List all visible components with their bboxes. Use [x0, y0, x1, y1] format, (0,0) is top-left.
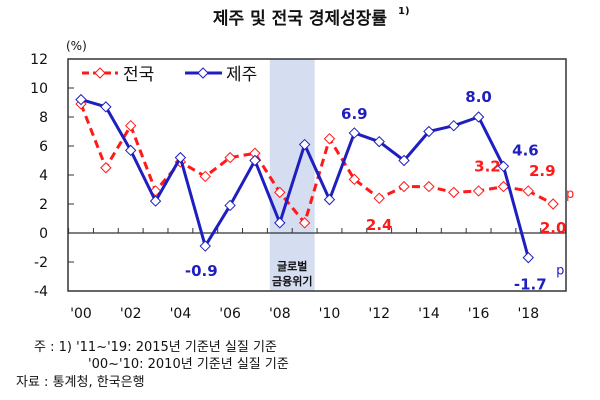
data-point-national	[522, 185, 535, 197]
crisis-label-line2: 금융위기	[272, 274, 312, 288]
data-point-jeju	[522, 251, 535, 264]
data-point-jeju	[199, 240, 211, 252]
x-tick-label: '02	[120, 306, 142, 322]
data-point-national	[224, 151, 236, 164]
data-point-national	[448, 186, 460, 199]
data-label: p	[566, 187, 574, 202]
data-point-national	[298, 217, 311, 229]
y-tick-label: 2	[39, 197, 48, 213]
data-point-jeju	[423, 125, 435, 138]
unit-label: (%)	[66, 39, 87, 53]
data-point-jeju	[174, 151, 187, 164]
data-point-national	[497, 180, 510, 193]
legend-label-national: 전국	[123, 65, 154, 85]
data-point-national	[398, 180, 410, 193]
data-point-jeju	[348, 127, 361, 139]
legend-label-jeju: 제주	[226, 65, 257, 85]
data-point-national	[373, 192, 385, 204]
data-point-jeju	[249, 154, 261, 167]
data-point-national	[423, 180, 435, 193]
data-point-jeju	[373, 135, 385, 148]
footnote-1: 주 : 1) '11~'19: 2015년 기준년 실질 기준	[34, 340, 277, 355]
footnote-2: '00~'10: 2010년 기준년 실질 기준	[88, 357, 289, 372]
y-tick-label: -2	[34, 255, 48, 271]
data-point-jeju	[448, 119, 460, 132]
data-point-jeju	[398, 154, 410, 167]
y-tick-label: -4	[34, 284, 48, 300]
data-point-national	[323, 133, 336, 145]
data-point-jeju	[75, 93, 87, 106]
x-tick-label: '10	[319, 306, 341, 322]
y-tick-label: 10	[30, 81, 48, 97]
data-label: p	[556, 264, 564, 279]
data-point-jeju	[100, 101, 112, 113]
crisis-shaded-band	[269, 59, 315, 291]
x-tick-label: '06	[219, 306, 241, 322]
data-label: 2.4	[366, 216, 393, 234]
x-tick-label: '16	[468, 306, 490, 322]
data-point-national	[348, 173, 361, 186]
data-label: -0.9	[185, 262, 218, 280]
data-label: 8.0	[465, 88, 492, 106]
data-point-national	[547, 198, 559, 210]
x-tick-label: '18	[517, 306, 539, 322]
data-point-jeju	[472, 111, 485, 123]
x-tick-label: '14	[418, 306, 440, 322]
chart-title-superscript: 1)	[398, 6, 410, 17]
data-label: 3.2	[474, 158, 501, 176]
data-point-national	[100, 162, 112, 174]
data-point-jeju	[497, 160, 510, 173]
data-point-jeju	[124, 144, 137, 157]
y-tick-label: 8	[39, 110, 48, 126]
data-point-jeju	[224, 199, 236, 212]
x-tick-label: '08	[269, 306, 291, 322]
data-label: 6.9	[341, 105, 368, 123]
data-point-national	[472, 185, 485, 197]
x-tick-label: '04	[170, 306, 192, 322]
data-point-national	[124, 119, 137, 132]
legend: 전국 제주	[82, 65, 257, 85]
y-tick-label: 0	[39, 226, 48, 242]
data-label: -1.7	[514, 276, 547, 294]
source-note: 자료 : 통계청, 한국은행	[16, 375, 145, 390]
data-label: 2.9	[529, 162, 556, 180]
x-tick-label: '12	[368, 306, 390, 322]
data-point-jeju	[149, 195, 162, 207]
x-tick-label: '00	[70, 306, 92, 322]
data-point-jeju	[298, 138, 311, 151]
data-point-national	[199, 170, 211, 183]
crisis-label-line1: 글로벌	[277, 259, 307, 273]
y-tick-label: 12	[30, 52, 48, 68]
data-point-jeju	[323, 193, 336, 206]
data-point-national	[274, 186, 286, 199]
data-point-jeju	[274, 217, 286, 229]
y-tick-label: 4	[39, 168, 48, 184]
y-tick-label: 6	[39, 139, 48, 155]
chart-title: 제주 및 전국 경제성장률	[213, 9, 388, 29]
data-label: 2.0	[540, 219, 567, 237]
data-label: 4.6	[512, 141, 539, 159]
